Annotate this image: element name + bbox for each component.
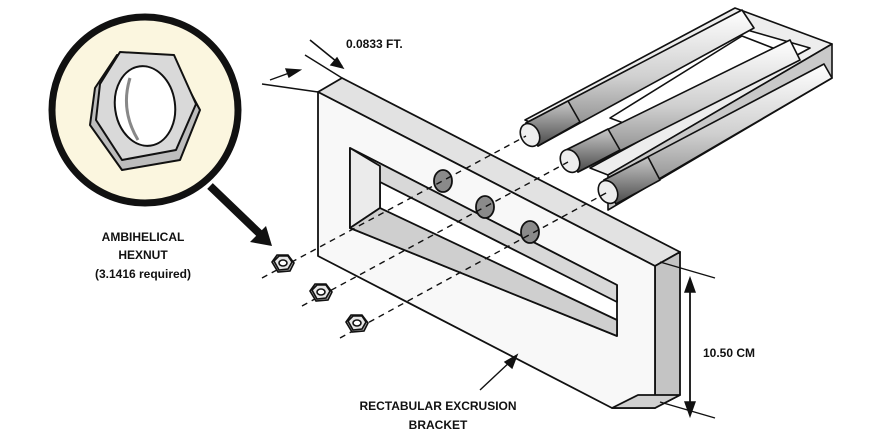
bracket-right-face	[654, 251, 681, 409]
bracket-bottom-face	[611, 394, 681, 409]
hexnut-label-2: HEXNUT	[118, 248, 168, 262]
bracket-label-2: BRACKET	[409, 418, 468, 432]
callout-arrowhead	[250, 226, 272, 246]
hexnut-label-3: (3.1416 required)	[95, 267, 191, 281]
thickness-dimension	[261, 39, 345, 93]
magnifier-callout	[48, 13, 272, 246]
bracket-hole-3	[520, 220, 540, 244]
u-bolt	[519, 7, 833, 211]
hexnut-label-1: AMBIHELICAL	[102, 230, 185, 244]
u-bolt-rod-1	[519, 9, 755, 148]
bracket-label-1: RECTABULAR EXCRUSION	[359, 399, 516, 413]
u-bolt-rod-2	[559, 39, 801, 174]
bracket	[317, 77, 681, 409]
hexnut-magnified	[89, 51, 201, 171]
height-label: 10.50 CM	[703, 346, 755, 360]
bracket-hole-1	[433, 169, 453, 193]
hexnut-icon	[271, 254, 369, 333]
bracket-leader	[479, 353, 519, 391]
thickness-label: 0.0833 FT.	[346, 37, 403, 51]
bracket-slot-floor	[349, 207, 618, 337]
height-dimension	[659, 261, 716, 419]
bracket-hole-2	[475, 195, 495, 219]
u-bolt-rod-3	[597, 63, 833, 205]
assembly-lines	[261, 135, 609, 339]
callout-pointer	[207, 183, 263, 237]
